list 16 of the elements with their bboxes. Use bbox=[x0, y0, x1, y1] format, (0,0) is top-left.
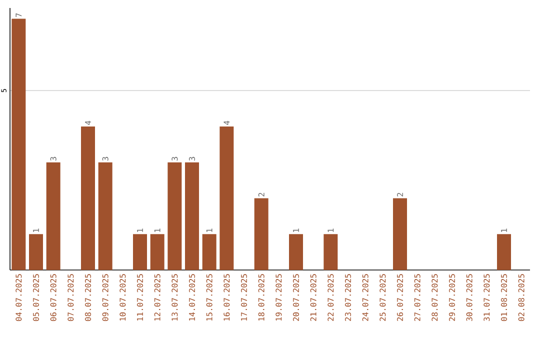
bar bbox=[12, 18, 26, 270]
bar bbox=[202, 234, 216, 270]
bar bbox=[324, 234, 338, 270]
bar bbox=[46, 162, 60, 270]
bar bbox=[254, 198, 268, 270]
bar bbox=[150, 234, 164, 270]
bar bbox=[133, 234, 147, 270]
bar bbox=[220, 126, 234, 270]
bar bbox=[98, 162, 112, 270]
bar bbox=[185, 162, 199, 270]
bar bbox=[497, 234, 512, 270]
bar bbox=[29, 234, 43, 270]
bar bbox=[81, 126, 95, 270]
bar bbox=[289, 234, 304, 270]
bar bbox=[168, 162, 182, 270]
bar bbox=[393, 198, 408, 270]
